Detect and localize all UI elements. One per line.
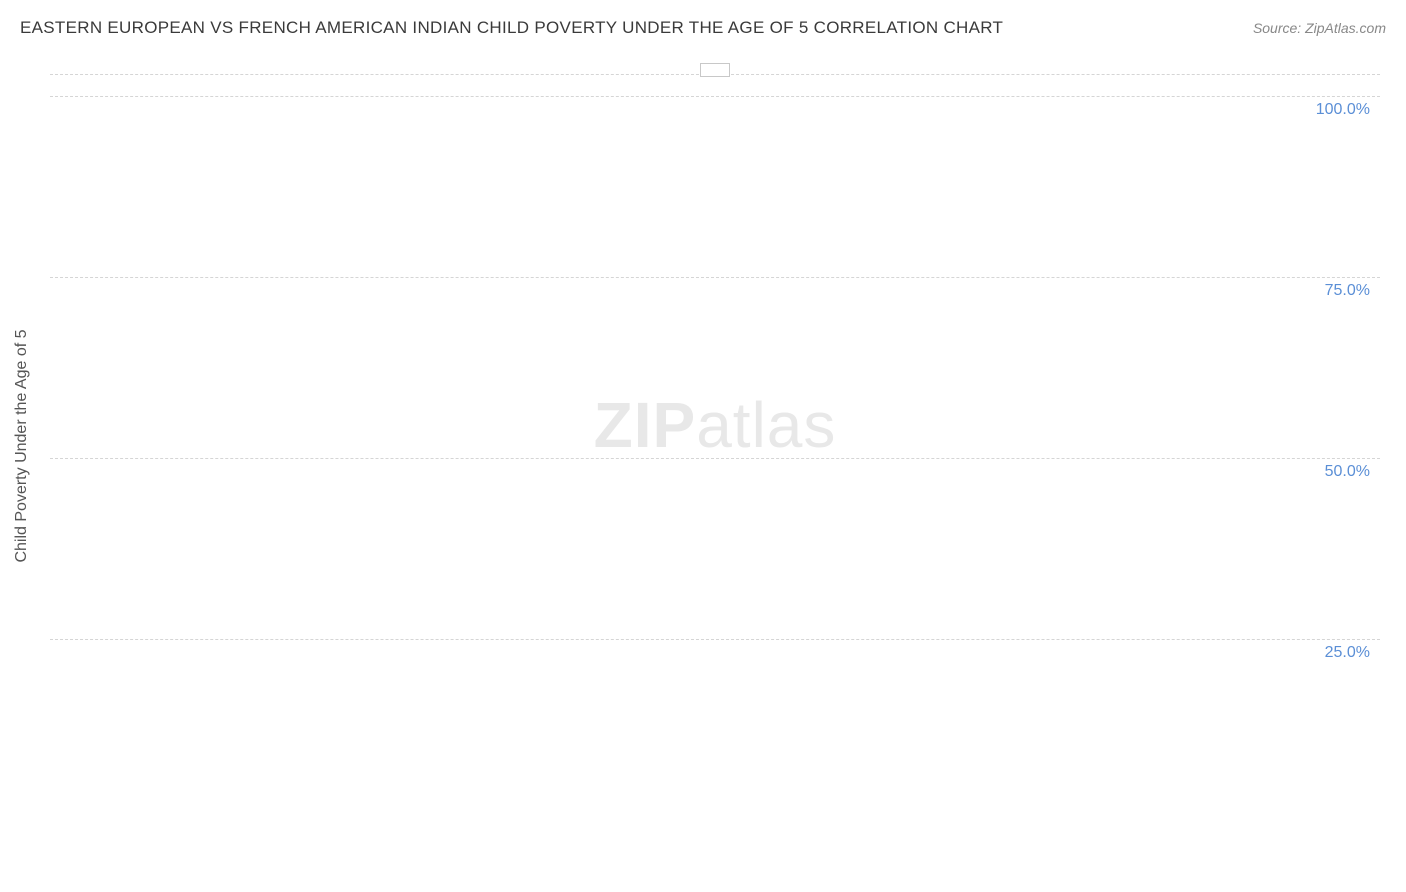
chart-header: EASTERN EUROPEAN VS FRENCH AMERICAN INDI… [20,18,1386,38]
y-tick-label: 50.0% [1325,463,1370,481]
gridline-h [50,277,1380,278]
gridline-h [50,639,1380,640]
y-tick-label: 100.0% [1316,101,1370,119]
chart-title: EASTERN EUROPEAN VS FRENCH AMERICAN INDI… [20,18,1003,38]
y-tick-label: 75.0% [1325,282,1370,300]
chart-plot-area: ZIPatlas 25.0%50.0%75.0%100.0% [50,55,1380,825]
gridline-h [50,458,1380,459]
y-tick-label: 25.0% [1325,644,1370,662]
chart-source: Source: ZipAtlas.com [1253,20,1386,36]
y-axis-label: Child Poverty Under the Age of 5 [13,329,31,562]
gridline-h [50,96,1380,97]
scatter-plot-svg [50,55,1380,825]
correlation-legend [700,63,730,77]
